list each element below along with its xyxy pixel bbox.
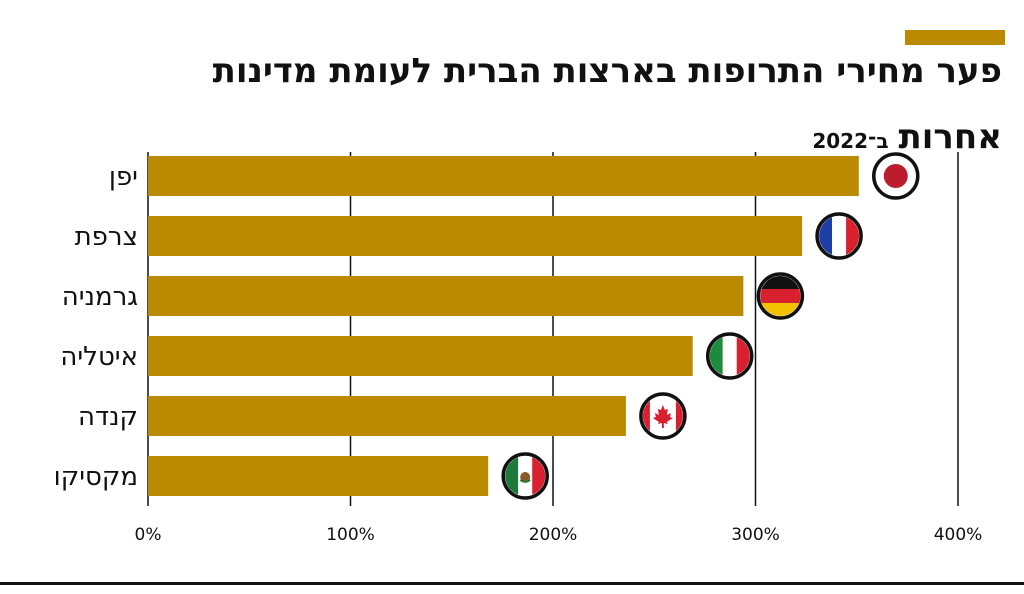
germany-flag-icon <box>756 272 805 320</box>
x-tick-label: 100% <box>326 525 375 545</box>
gridlines <box>147 152 959 506</box>
chart-subtitle: אחרות ב־2022 <box>812 118 1002 160</box>
italy-flag-icon <box>705 332 754 380</box>
accent-bar <box>905 30 1005 45</box>
title-line-2: אחרות <box>898 117 1002 157</box>
bar <box>148 156 859 196</box>
canada-flag-icon <box>639 392 687 440</box>
japan-flag-icon <box>872 152 920 200</box>
category-label: צרפת <box>75 222 138 252</box>
year-note: ב־2022 <box>812 129 889 153</box>
bar <box>148 336 693 376</box>
category-label: איטליה <box>60 342 138 372</box>
category-labels: יפן צרפת גרמניה איטליה קנדה מקסיקו <box>54 162 138 492</box>
bar <box>148 216 803 256</box>
title-line-1: פער מחירי התרופות בארצות הברית לעומת מדי… <box>212 51 1002 91</box>
category-label: קנדה <box>78 402 138 432</box>
bottom-rule <box>0 582 1024 585</box>
x-tick-label: 0% <box>135 525 162 545</box>
x-tick-label: 300% <box>731 525 780 545</box>
mexico-flag-icon <box>501 452 549 500</box>
chart-title: פער מחירי התרופות בארצות הברית לעומת מדי… <box>22 52 1002 90</box>
x-axis-ticks: 0% 100% 200% 300% 400% <box>135 525 983 545</box>
bar <box>148 276 744 316</box>
x-tick-label: 200% <box>529 525 578 545</box>
category-label: גרמניה <box>62 282 138 312</box>
category-label: מקסיקו <box>54 462 138 492</box>
x-tick-label: 400% <box>934 525 983 545</box>
france-flag-icon <box>815 212 863 260</box>
flags <box>501 152 920 500</box>
bars <box>148 156 859 496</box>
category-label: יפן <box>109 162 138 192</box>
bar <box>148 456 489 496</box>
bar <box>148 396 626 436</box>
